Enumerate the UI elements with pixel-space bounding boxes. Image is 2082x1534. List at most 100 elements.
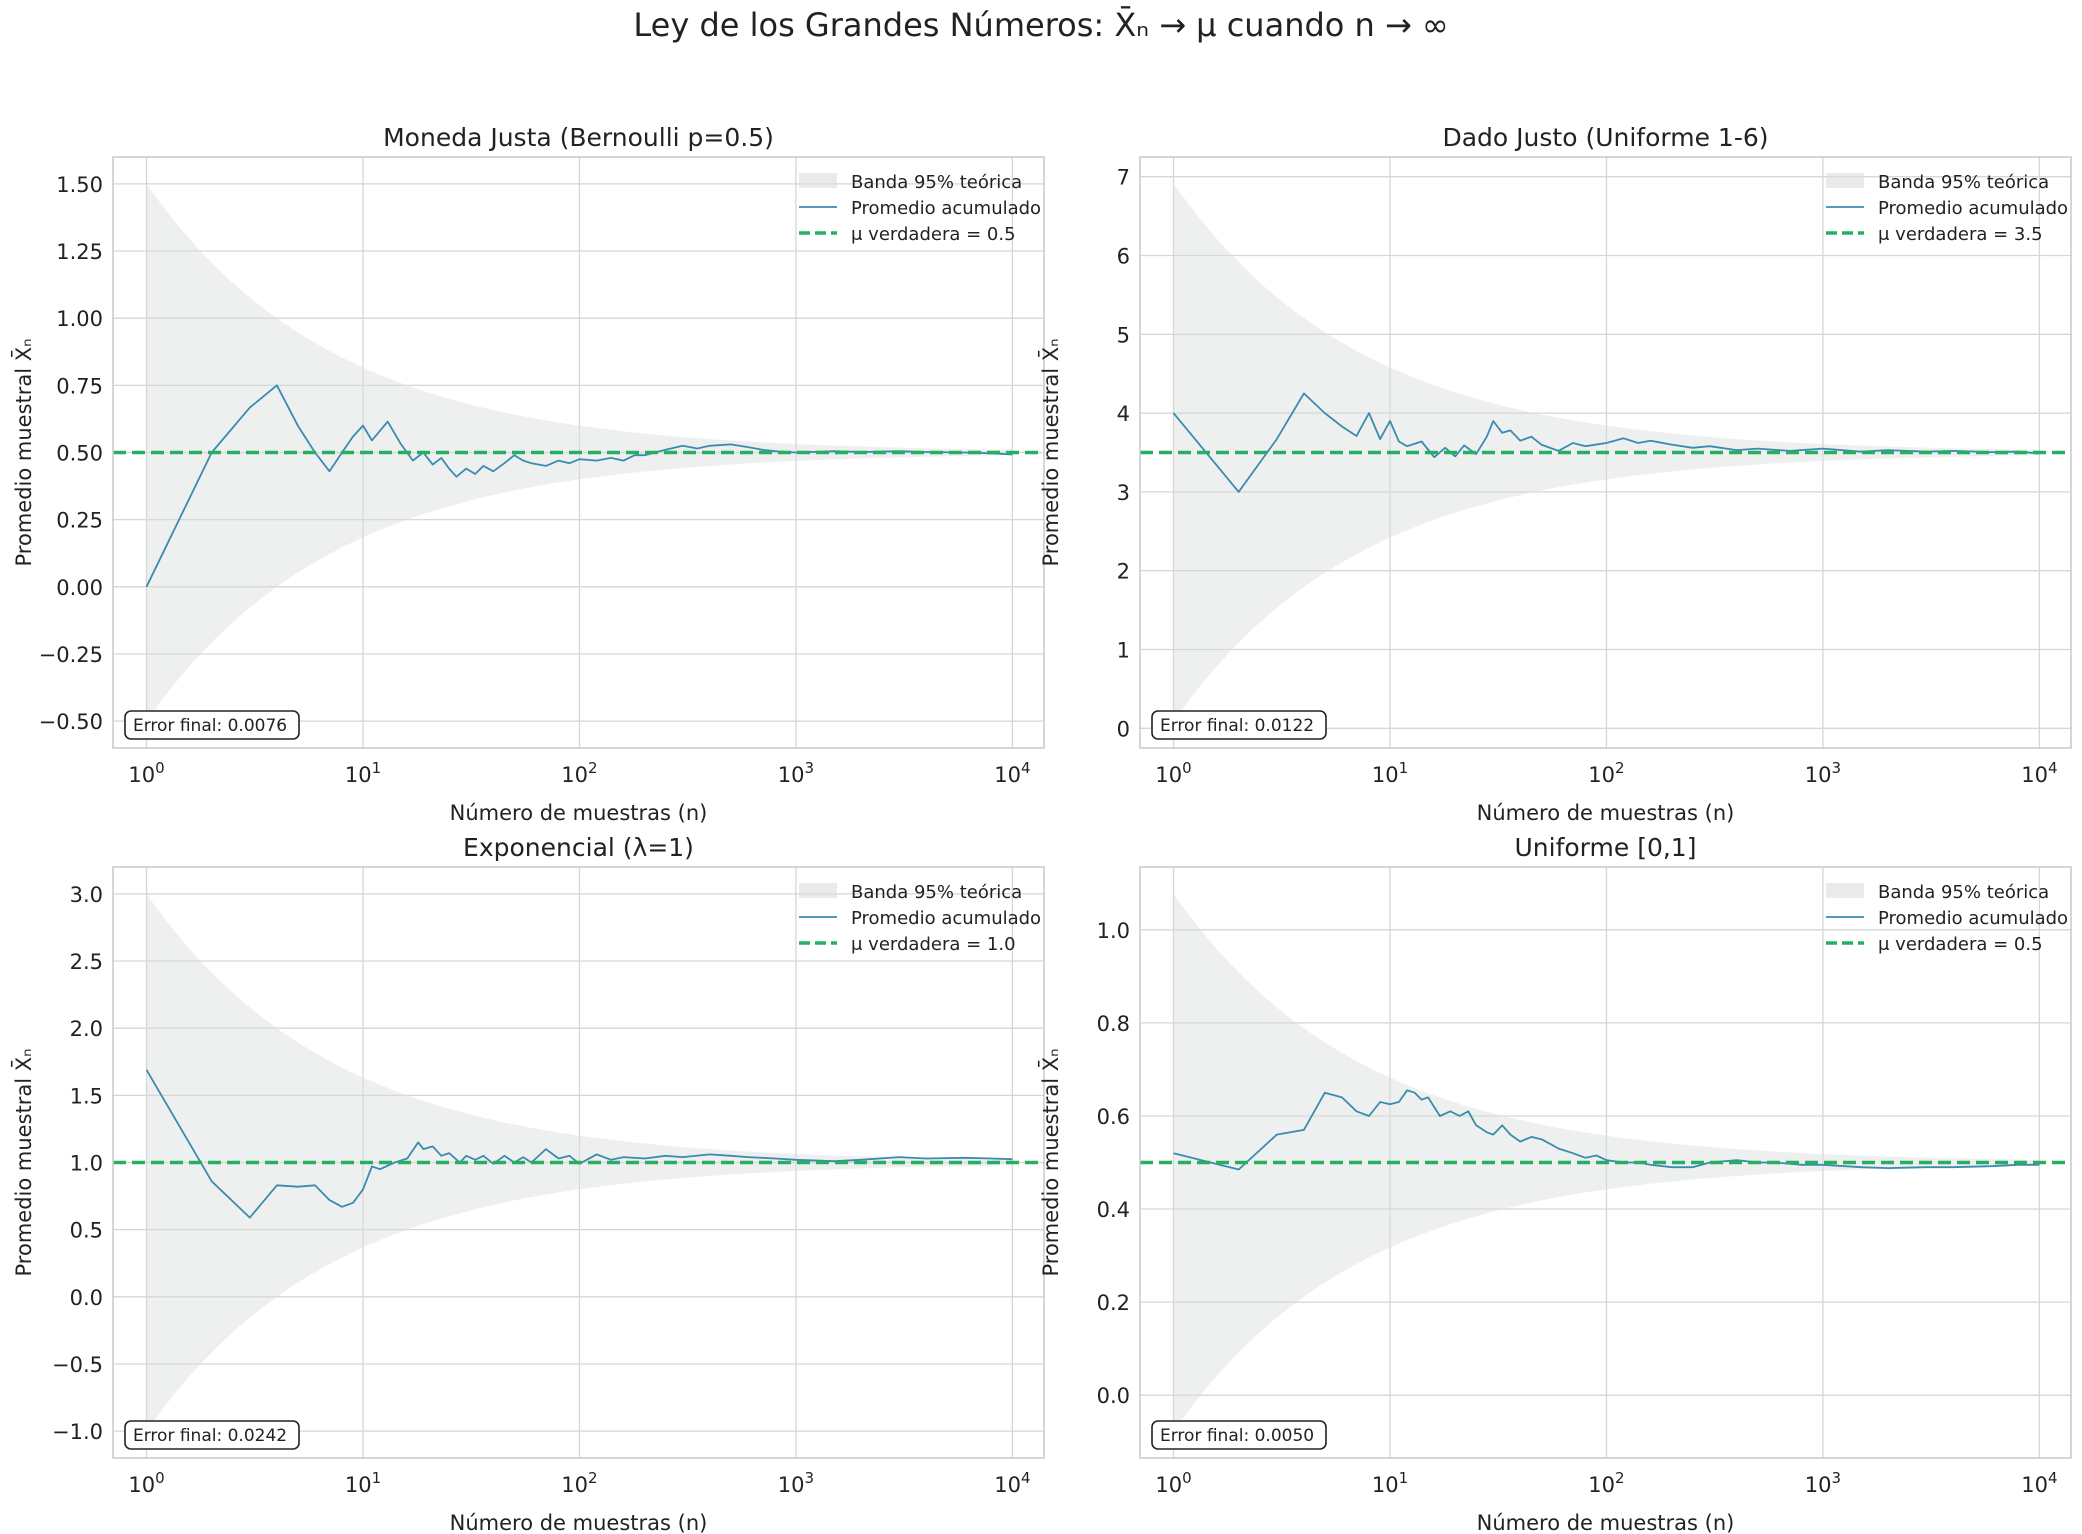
error-label: Error final: 0.0076 — [133, 716, 287, 736]
x-tick-label: 103 — [1805, 1469, 1841, 1497]
axes-frame — [112, 156, 1045, 749]
x-tick-label: 101 — [345, 1469, 381, 1497]
x-tick-label: 100 — [128, 1469, 164, 1497]
x-tick-base: 10 — [561, 763, 588, 787]
error-box — [124, 1420, 300, 1450]
y-tick-label: 1.0 — [70, 1152, 103, 1176]
x-tick-base: 10 — [994, 763, 1021, 787]
x-tick-label: 101 — [345, 759, 381, 787]
x-tick-exponent: 0 — [1182, 759, 1192, 777]
legend-label-band: Banda 95% teórica — [851, 882, 1022, 903]
legend-swatch-band — [1826, 883, 1864, 898]
y-tick-label: 4 — [1117, 402, 1130, 426]
y-tick-label: 1.5 — [70, 1084, 103, 1108]
x-tick-label: 102 — [561, 759, 597, 787]
x-tick-base: 10 — [778, 763, 805, 787]
x-tick-base: 10 — [1155, 1473, 1182, 1497]
x-tick-label: 103 — [778, 759, 814, 787]
x-tick-exponent: 1 — [1399, 759, 1409, 777]
error-label: Error final: 0.0242 — [133, 1426, 287, 1446]
y-tick-label: 5 — [1117, 323, 1130, 347]
legend-label-mean: μ verdadera = 1.0 — [851, 934, 1016, 955]
error-label: Error final: 0.0050 — [1160, 1426, 1314, 1446]
subplot-1: −0.50−0.250.000.250.500.751.001.251.5010… — [11, 123, 1045, 825]
x-tick-exponent: 2 — [588, 1469, 598, 1487]
x-axis-label: Número de muestras (n) — [450, 1511, 708, 1534]
x-tick-exponent: 4 — [2048, 759, 2058, 777]
x-tick-base: 10 — [2021, 763, 2048, 787]
legend-label-mean: μ verdadera = 0.5 — [1878, 934, 2043, 955]
axes-frame — [1139, 866, 2072, 1459]
error-box — [1151, 1420, 1327, 1450]
y-tick-label: 0.4 — [1097, 1198, 1130, 1222]
y-tick-label: −0.50 — [39, 710, 103, 734]
y-tick-label: 1.50 — [56, 173, 103, 197]
x-tick-base: 10 — [561, 1473, 588, 1497]
x-tick-label: 100 — [1155, 1469, 1191, 1497]
x-tick-exponent: 3 — [805, 1469, 815, 1487]
x-axis-label: Número de muestras (n) — [450, 801, 708, 825]
y-tick-label: 0 — [1117, 717, 1130, 741]
y-tick-label: 1.25 — [56, 240, 103, 264]
legend-label-line: Promedio acumulado — [1878, 908, 2068, 929]
x-tick-exponent: 0 — [1182, 1469, 1192, 1487]
y-tick-label: 1.0 — [1097, 919, 1130, 943]
x-tick-label: 104 — [994, 1469, 1030, 1497]
x-tick-exponent: 2 — [1615, 759, 1625, 777]
x-tick-base: 10 — [128, 1473, 155, 1497]
x-tick-base: 10 — [778, 1473, 805, 1497]
x-tick-exponent: 4 — [2048, 1469, 2058, 1487]
x-tick-exponent: 1 — [372, 1469, 382, 1487]
y-tick-label: 2.0 — [70, 1017, 103, 1041]
error-annotation: Error final: 0.0076 — [124, 710, 300, 740]
x-tick-base: 10 — [1805, 763, 1832, 787]
running-mean-line — [145, 1069, 1013, 1219]
x-tick-exponent: 0 — [155, 1469, 165, 1487]
x-tick-exponent: 3 — [1832, 759, 1842, 777]
subplot-title: Dado Justo (Uniforme 1-6) — [1442, 123, 1768, 152]
legend-label-line: Promedio acumulado — [851, 198, 1041, 219]
x-tick-exponent: 1 — [372, 759, 382, 777]
y-tick-label: 3 — [1117, 481, 1130, 505]
legend: Banda 95% teórica Promedio acumulado μ ver… — [799, 172, 1041, 245]
legend-label-band: Banda 95% teórica — [1878, 882, 2049, 903]
axes-frame — [1139, 156, 2072, 749]
x-tick-label: 102 — [1588, 1469, 1624, 1497]
error-label: Error final: 0.0122 — [1160, 716, 1314, 736]
x-tick-base: 10 — [1155, 763, 1182, 787]
subplot-title: Exponencial (λ=1) — [463, 833, 694, 862]
error-annotation: Error final: 0.0242 — [124, 1420, 300, 1450]
x-tick-exponent: 3 — [805, 759, 815, 777]
x-tick-exponent: 2 — [588, 759, 598, 777]
x-tick-label: 101 — [1372, 759, 1408, 787]
error-annotation: Error final: 0.0122 — [1151, 710, 1327, 740]
y-tick-label: 0.75 — [56, 374, 103, 398]
x-tick-base: 10 — [2021, 1473, 2048, 1497]
y-tick-label: 0.2 — [1097, 1291, 1130, 1315]
x-tick-base: 10 — [994, 1473, 1021, 1497]
legend: Banda 95% teórica Promedio acumulado μ ver… — [799, 882, 1041, 955]
y-tick-label: 1.00 — [56, 307, 103, 331]
legend-label-line: Promedio acumulado — [1878, 198, 2068, 219]
x-tick-label: 104 — [2021, 759, 2057, 787]
x-tick-label: 104 — [994, 759, 1030, 787]
legend: Banda 95% teórica Promedio acumulado μ ver… — [1826, 172, 2068, 245]
y-tick-label: 6 — [1117, 245, 1130, 269]
x-tick-base: 10 — [128, 763, 155, 787]
y-axis-label: Promedio muestral X̄ₙ — [1038, 1048, 1063, 1276]
x-tick-base: 10 — [1805, 1473, 1832, 1497]
x-tick-base: 10 — [345, 1473, 372, 1497]
legend-swatch-band — [1826, 173, 1864, 188]
y-tick-label: −1.0 — [52, 1420, 103, 1444]
y-axis-label: Promedio muestral X̄ₙ — [1038, 338, 1063, 566]
y-tick-label: −0.25 — [39, 643, 103, 667]
x-tick-base: 10 — [345, 763, 372, 787]
x-tick-label: 101 — [1372, 1469, 1408, 1497]
y-tick-label: 0.25 — [56, 509, 103, 533]
x-tick-exponent: 0 — [155, 759, 165, 777]
y-axis-label: Promedio muestral X̄ₙ — [11, 338, 36, 566]
